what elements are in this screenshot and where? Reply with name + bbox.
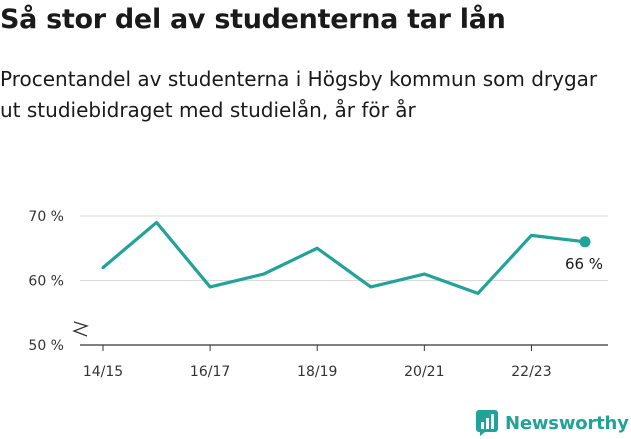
y-tick-label: 70 % bbox=[28, 209, 64, 225]
chart-title: Så stor del av studenterna tar lån bbox=[0, 4, 506, 35]
x-tick-label: 18/19 bbox=[297, 364, 337, 380]
end-value-label: 66 % bbox=[565, 255, 603, 273]
brand-name: Newsworthy bbox=[505, 412, 629, 434]
chart-subtitle: Procentandel av studenterna i Högsby kom… bbox=[0, 67, 598, 122]
y-tick-label: 50 % bbox=[28, 338, 64, 354]
x-tick-label: 20/21 bbox=[404, 364, 444, 380]
data-point-end bbox=[579, 236, 591, 248]
newsworthy-logo-icon bbox=[476, 410, 498, 436]
x-tick-label: 14/15 bbox=[83, 364, 123, 380]
axis-break-icon bbox=[72, 321, 89, 337]
series-line bbox=[101, 220, 587, 295]
y-tick-label: 60 % bbox=[28, 274, 64, 290]
brand: Newsworthy bbox=[476, 408, 629, 438]
x-tick-label: 16/17 bbox=[190, 364, 230, 380]
x-tick-label: 22/23 bbox=[511, 364, 551, 380]
